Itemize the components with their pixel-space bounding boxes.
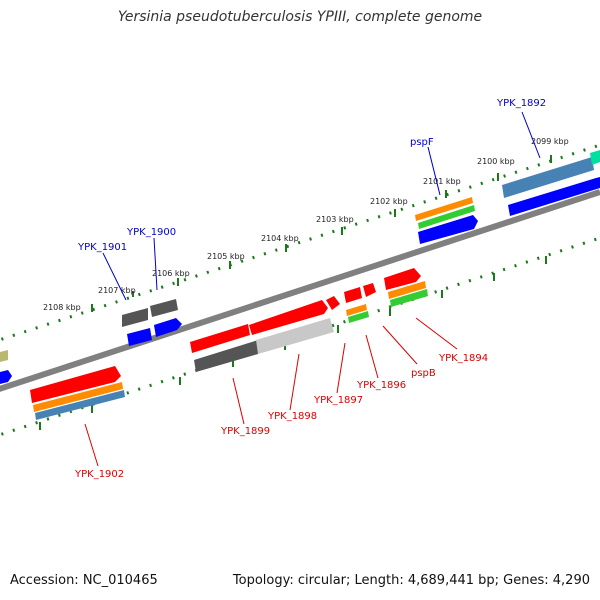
- gene-ypk1898-red: [249, 300, 328, 335]
- gene-label-ypk1899: YPK_1899: [220, 426, 270, 437]
- gene-label-ypk1902: YPK_1902: [74, 469, 124, 480]
- gene-ypk1899-gray: [194, 340, 258, 372]
- gene-ypk1892-blue: [508, 177, 600, 216]
- gene-ypk1892-steelblue: [502, 157, 594, 198]
- accession-text: Accession: NC_010465: [10, 573, 158, 588]
- gene-ypk1894-orange: [388, 281, 426, 299]
- gene-pspf-blue: [418, 215, 478, 244]
- gene-ypk1896-red: [344, 287, 362, 303]
- gene-pspf-orange: [415, 197, 473, 221]
- gene-ypk1902-orange: [33, 382, 123, 412]
- gene-label-ypk1897: YPK_1897: [313, 395, 363, 406]
- gene-ypk1896-red2: [363, 283, 376, 297]
- tick-label-2100: 2100 kbp: [477, 157, 515, 166]
- gene-label-ypk1894: YPK_1894: [438, 353, 488, 364]
- gene-ypk1901-blue: [127, 328, 152, 346]
- gene-ypk1901-gray: [122, 308, 148, 327]
- gene-label-pspb: pspB: [411, 368, 436, 379]
- gene-left-khaki: [0, 350, 8, 362]
- gene-label-ypk1896: YPK_1896: [356, 380, 406, 391]
- genome-backbone: [0, 189, 600, 392]
- tick-label-2108: 2108 kbp: [43, 303, 81, 312]
- gene-ypk1892-cyan: [590, 150, 600, 165]
- gene-label-ypk1901: YPK_1901: [77, 242, 127, 253]
- tick-label-2104: 2104 kbp: [261, 234, 299, 243]
- tick-label-2105: 2105 kbp: [207, 252, 245, 261]
- gene-ypk1894-green: [390, 289, 428, 307]
- top-major-ticks: [91, 155, 552, 312]
- bottom-features: [30, 268, 428, 420]
- tick-label-2106: 2106 kbp: [152, 269, 190, 278]
- gene-ypk1894-red: [384, 268, 421, 290]
- tick-label-2099: 2099 kbp: [531, 137, 569, 146]
- gene-ypk1902-steelblue: [35, 390, 125, 420]
- genome-summary-text: Topology: circular; Length: 4,689,441 bp…: [232, 573, 590, 588]
- gene-pspb-green: [348, 311, 369, 323]
- gene-ypk1897-red: [326, 296, 340, 310]
- tick-label-2103: 2103 kbp: [316, 215, 354, 224]
- gene-ypk1900-blue: [154, 318, 182, 337]
- gene-ypk1898-lightgray: [256, 318, 334, 354]
- top-features: [0, 150, 600, 384]
- gene-ypk1899-red: [190, 324, 250, 353]
- gene-label-ypk1898: YPK_1898: [267, 411, 317, 422]
- gene-ypk1900-gray: [150, 299, 178, 317]
- gene-label-pspf: pspF: [410, 137, 434, 148]
- label-leader-lines: [84, 111, 541, 467]
- gene-label-ypk1900: YPK_1900: [126, 227, 176, 238]
- gene-label-ypk1892: YPK_1892: [496, 98, 546, 109]
- tick-label-2102: 2102 kbp: [370, 197, 408, 206]
- gene-left-blue: [0, 370, 12, 384]
- gene-ypk1902-red: [30, 366, 121, 403]
- tick-label-2107: 2107 kbp: [98, 286, 136, 295]
- tick-label-2101: 2101 kbp: [423, 177, 461, 186]
- gene-pspf-green: [418, 205, 475, 229]
- genome-title: Yersinia pseudotuberculosis YPIII, compl…: [117, 9, 483, 25]
- gene-pspb-orange: [346, 304, 367, 316]
